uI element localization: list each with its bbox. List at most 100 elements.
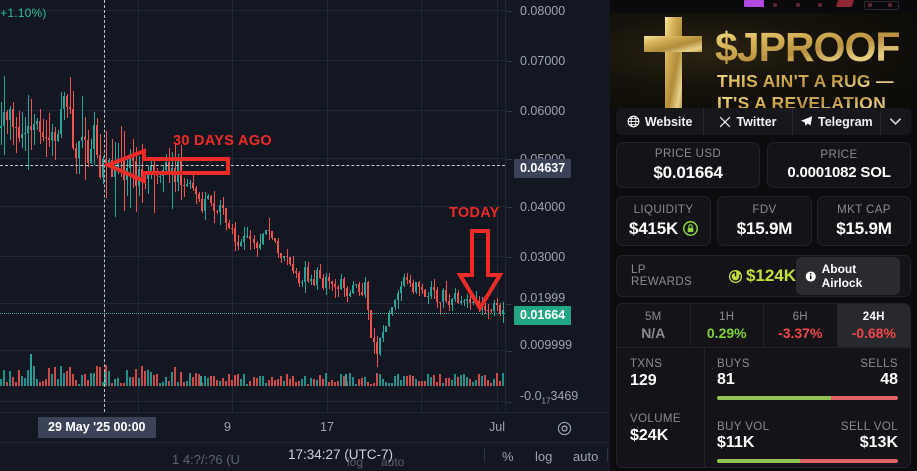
status-ghost-auto: auto [381,455,405,469]
price-tick-label: 0.08000 [520,4,566,18]
buy-sell-volume-bar [717,459,898,463]
percent-change-label: (+1.10%) [0,6,47,20]
annotation-today-label: TODAY [449,205,500,221]
status-divider [484,448,485,462]
website-label: Website [644,114,693,129]
social-links-bar[interactable]: Website Twitter Telegram [616,108,911,135]
token-info-panel: $JPROOF THIS AIN'T A RUG — IT'S A REVELA… [610,0,917,471]
sells-bar-fill [831,396,898,400]
stat-card-price-native: PRICE 0.0001082 SOL [767,142,911,188]
globe-icon [627,115,640,128]
timeframe-6h-label: 6H [792,310,808,323]
strip-accent [888,3,892,7]
stat-card-mkt-cap: MKT CAP $15.9M [817,196,911,246]
price-usd-label: PRICE USD [654,147,722,160]
about-airlock-button[interactable]: About Airlock [796,257,900,295]
about-airlock-label: About Airlock [821,262,863,290]
status-auto-toggle[interactable]: auto [573,449,599,464]
gridline-h [0,60,505,61]
time-tick-active: 29 May '25 00:00 [38,417,156,438]
sells-value: 48 [880,371,898,388]
timeframe-1h-label: 1H [719,310,735,323]
mkt-cap-value: $15.9M [836,218,892,238]
banner-title: $JPROOF [715,24,900,70]
strip-accent [818,3,822,7]
clipped-top-strip [610,0,917,13]
timeframe-1h[interactable]: 1H 0.29% [691,304,764,347]
strip-accent [773,3,777,7]
price-tick-label: 0.009999 [520,338,573,352]
price-tick-mark [506,207,512,208]
lp-rewards-label: LP REWARDS [631,264,693,288]
sell-vol-bar-fill [800,459,898,463]
txns-value: 129 [630,372,657,389]
buy-vol-value: $11K [717,434,755,451]
price-tick-label: 0.03000 [520,250,566,264]
timeframe-24h[interactable]: 24H -0.68% [837,304,910,347]
telegram-button[interactable]: Telegram [793,108,881,135]
price-tick-label-negative: -0.0173469 [520,389,579,406]
status-log-toggle[interactable]: log [535,449,553,464]
volume-label: VOLUME [630,413,681,425]
timeframe-selector[interactable]: 5M N/A 1H 0.29% 6H -3.37% 24H -0.68% [616,303,911,348]
gridline-h [0,401,505,402]
buy-sell-volume-row: BUY VOL SELL VOL $11K $13K [717,421,898,463]
timeframe-5m-label: 5M [644,310,662,323]
buys-bar-fill [717,396,832,400]
price-usd-value: $0.01664 [653,162,723,182]
price-scale[interactable]: 0.08000 0.07000 0.06000 0.05000 0.04000 … [505,0,610,412]
annotation-30-days-ago-label: 30 DAYS AGO [173,133,272,149]
time-tick: 17 [320,420,334,434]
buys-sells-row: BUYS SELLS 81 48 [717,358,898,400]
reset-chart-scale-icon[interactable] [557,421,572,436]
price-tick-mark [506,351,512,352]
price-tick-mark [506,257,512,258]
gridline-h [0,256,505,257]
lp-rewards-card: LP REWARDS $124K About Airlock [616,255,911,297]
timeframe-5m[interactable]: 5M N/A [617,304,691,347]
banner-subtitle-line1: THIS AIN'T A RUG — [717,71,894,91]
gridline-v [421,0,422,412]
banner-subtitle-line2: IT'S A REVELATION [717,94,886,109]
price-chart-panel[interactable]: (+1.10%) 30 DAYS AGO TODAY [0,0,610,471]
strip-button[interactable] [864,1,899,10]
annotation-today-arrow [456,229,504,312]
info-icon [805,270,816,282]
annotation-30-days-ago-arrow [102,148,230,185]
buy-vol-bar-fill [717,459,801,463]
lp-rewards-value-wrap: $124K [728,266,796,286]
price-tick-mark [506,304,512,305]
stat-card-liquidity: LIQUIDITY $415K [616,196,711,246]
price-tick-mark [506,61,512,62]
gridline-v [232,0,233,412]
liquidity-value: $415K [628,218,679,238]
chart-status-bar[interactable]: 1 4:?/:?6 (U 17:34:27 (UTC-7) log auto %… [0,442,610,471]
twitter-button[interactable]: Twitter [704,108,793,135]
strip-accent [744,0,764,7]
time-scale[interactable]: 29 May '25 00:00 9 17 Jul [0,412,610,442]
timeframe-6h[interactable]: 6H -3.37% [764,304,838,347]
txns-label: TXNS [630,358,663,370]
liquidity-label: LIQUIDITY [633,203,694,216]
status-percent-toggle[interactable]: % [502,449,514,464]
website-button[interactable]: Website [616,108,705,135]
timeframe-24h-value: -0.68% [851,324,896,341]
gridline-v [327,0,328,412]
gridline-h [0,303,505,304]
twitter-label: Twitter [736,114,777,129]
coin-icon [728,269,742,283]
status-divider [607,448,608,462]
price-tick-mark [506,159,512,160]
status-clock: 17:34:27 (UTC-7) [288,447,394,462]
price-tick-label: 0.06000 [520,104,566,118]
liquidity-value-wrap: $415K [628,218,699,239]
price-tick-mark [506,402,512,403]
reference-price-badge: 0.04637 [514,159,572,178]
strip-accent [835,0,855,7]
chart-plot-area[interactable]: (+1.10%) 30 DAYS AGO TODAY [0,0,505,412]
candlestick-series [0,0,505,412]
current-price-badge: 0.01664 [514,306,572,325]
social-expand-button[interactable] [881,108,911,135]
price-tick-label: 0.01999 [520,291,566,305]
